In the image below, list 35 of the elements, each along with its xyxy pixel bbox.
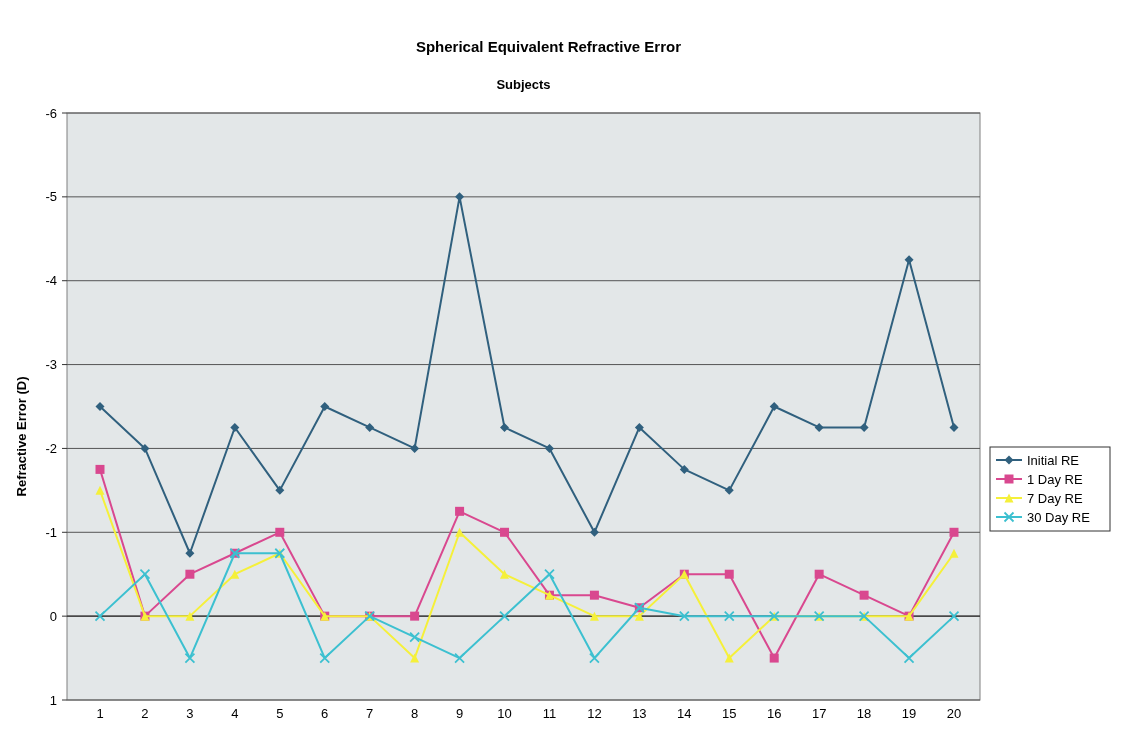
x-tick-label: 1	[96, 706, 104, 721]
legend-label: 7 Day RE	[1027, 490, 1083, 506]
x-tick-label: 9	[455, 706, 464, 721]
legend-label: 30 Day RE	[1027, 509, 1091, 525]
y-tick-label: -5	[45, 189, 57, 205]
x-tick-label: 18	[856, 706, 872, 721]
x-tick-label: 5	[276, 706, 284, 721]
x-tick-label: 19	[901, 706, 917, 721]
x-tick-label: 16	[766, 706, 782, 721]
x-axis-title: Subjects	[496, 77, 551, 92]
x-tick-label: 6	[321, 706, 329, 721]
y-tick-label: -1	[45, 524, 57, 540]
x-tick-label: 7	[366, 706, 374, 721]
x-tick-label: 8	[411, 706, 419, 721]
y-tick-label: -6	[45, 105, 57, 121]
legend-label: 1 Day RE	[1027, 471, 1083, 487]
chart-title: Spherical Equivalent Refractive Error	[415, 38, 682, 55]
x-tick-label: 15	[722, 706, 737, 721]
y-axis-title: Refractive Error (D)	[14, 376, 29, 497]
x-tick-label: 3	[186, 706, 194, 721]
legend-label: Initial RE	[1027, 452, 1080, 468]
y-tick-label: -2	[45, 440, 57, 456]
y-tick-label: 1	[49, 692, 57, 708]
y-tick-label: -3	[45, 357, 57, 373]
y-tick-label: 0	[49, 608, 57, 624]
x-tick-label: 17	[811, 706, 827, 721]
x-tick-label: 13	[632, 706, 647, 721]
y-tick-label: -4	[45, 273, 57, 289]
x-tick-label: 11	[542, 706, 557, 721]
x-tick-label: 12	[587, 706, 602, 721]
x-tick-label: 2	[141, 706, 149, 721]
x-tick-label: 4	[231, 706, 239, 721]
x-tick-label: 20	[946, 706, 962, 721]
x-tick-label: 10	[497, 706, 512, 721]
x-tick-label: 14	[677, 706, 692, 721]
